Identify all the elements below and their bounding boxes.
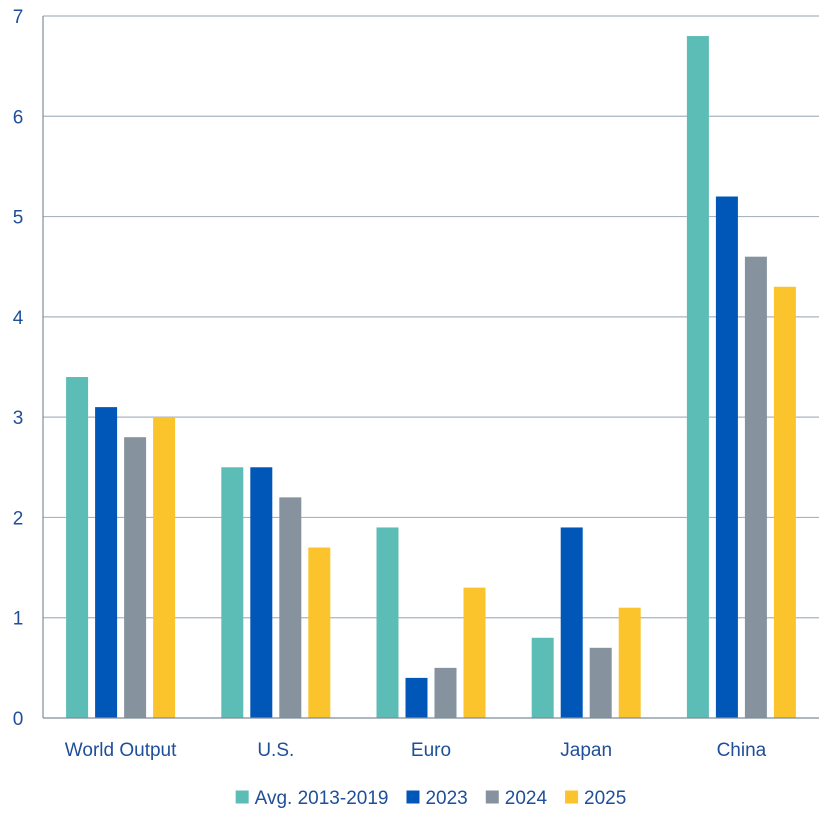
bar <box>531 637 554 718</box>
legend-label: 2024 <box>505 788 548 809</box>
bar <box>95 407 118 718</box>
legend-label: 2025 <box>584 788 626 809</box>
bar <box>221 467 244 718</box>
bar <box>715 196 738 718</box>
legend-label: 2023 <box>425 788 467 809</box>
x-tick-label: Euro <box>411 740 451 761</box>
bar <box>405 677 428 718</box>
legend-swatch <box>485 790 499 804</box>
bar <box>744 256 767 718</box>
x-tick-label: U.S. <box>257 740 294 761</box>
bar <box>686 36 709 719</box>
bar <box>124 437 147 718</box>
x-tick-labels: World Output U.S. Euro Japan China <box>65 740 767 761</box>
bar <box>463 587 486 718</box>
legend-swatch <box>235 790 249 804</box>
bar <box>250 467 273 718</box>
bar <box>279 497 302 718</box>
y-tick-labels: 0 1 2 3 4 5 6 7 <box>13 7 24 730</box>
bar <box>434 667 457 718</box>
legend-label: Avg. 2013-2019 <box>255 788 389 809</box>
y-tick-label: 4 <box>13 308 24 329</box>
bar <box>560 527 583 718</box>
y-tick-label: 2 <box>13 508 24 529</box>
legend-swatch <box>406 790 420 804</box>
legend: Avg. 2013-2019 2023 2024 2025 <box>235 788 626 809</box>
x-tick-label: World Output <box>65 740 177 761</box>
bar <box>773 286 796 718</box>
bar <box>308 547 331 718</box>
bar <box>589 647 612 718</box>
axes <box>42 16 819 719</box>
y-tick-label: 0 <box>13 709 24 730</box>
y-tick-label: 6 <box>13 107 24 128</box>
y-tick-label: 5 <box>13 208 24 229</box>
bar <box>153 417 176 718</box>
bar <box>618 607 641 718</box>
legend-swatch <box>565 790 579 804</box>
bar <box>376 527 399 718</box>
x-tick-label: Japan <box>560 740 612 761</box>
y-tick-label: 1 <box>13 609 24 630</box>
y-tick-label: 3 <box>13 408 24 429</box>
x-tick-label: China <box>717 740 767 761</box>
y-tick-label: 7 <box>13 7 24 28</box>
bars <box>66 36 796 719</box>
bar <box>66 377 89 718</box>
